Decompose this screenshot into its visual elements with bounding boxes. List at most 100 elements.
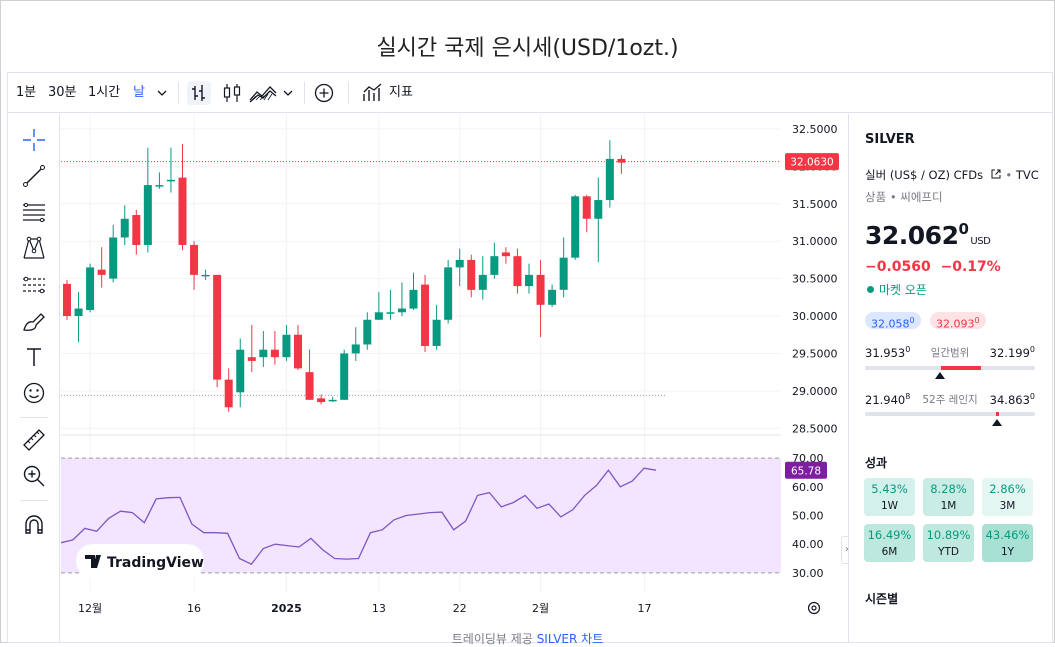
tradingview-logo-icon [85,555,101,568]
candle [109,224,118,283]
candle [536,259,545,337]
symbol-info-sidebar: SILVER 실버 (US$ / OZ) CFDs • TVC 상품 • 씨에프… [848,114,1052,642]
performance-value: 16.49% [867,528,912,542]
indicators-button[interactable]: 지표 [389,85,413,100]
performance-value: 5.43% [871,482,908,496]
interval-day[interactable]: 날 [133,85,145,100]
day-range-marker-icon [935,372,945,379]
candle [559,237,568,298]
52w-high-fraction: 0 [1029,392,1035,401]
performance-1w[interactable]: 5.43% 1W [864,478,915,516]
currency: USD [970,236,991,247]
performance-value: 2.86% [989,482,1026,496]
candle [317,394,326,405]
performance-1y[interactable]: 43.46% 1Y [982,524,1033,562]
candle [490,242,499,279]
toolbar-divider [20,417,48,418]
candle-body [351,344,360,354]
performance-value: 8.28% [930,482,967,496]
candle [74,292,83,343]
time-tick-label: 12월 [78,602,102,615]
candle-body [317,398,326,403]
candle-body [559,257,568,290]
candle-body [190,244,199,275]
performance-1m[interactable]: 8.28% 1M [923,478,974,516]
performance-3m[interactable]: 2.86% 3M [982,478,1033,516]
candle-body [120,218,129,238]
time-axis: 12월 16 2025 13 22 2월 17 [78,602,651,615]
candle [178,143,187,251]
price-tick-label: 31.0000 [792,235,838,248]
toolbar-divider [304,82,305,104]
bar-chart-type-icon[interactable] [187,81,211,105]
candle-body [132,215,141,245]
day-range-label: 일간범위 [930,347,970,359]
chevron-down-icon[interactable] [280,85,296,101]
last-price-label: 32.0630 [785,153,839,171]
candle-body [444,267,453,320]
candle [190,241,199,290]
chart-settings-icon[interactable] [807,601,821,615]
candle-body [305,372,314,400]
emoji-icon[interactable] [20,379,48,407]
page-title: 실시간 국제 은시세(USD/1ozt.) [376,36,679,61]
performance-period: 3M [999,500,1016,512]
candle-body [270,349,279,358]
tradingview-logo[interactable]: TradingView [76,544,204,578]
interval-30m[interactable]: 30분 [48,85,77,100]
horizontal-lines-icon[interactable] [20,198,48,226]
performance-ytd[interactable]: 10.89% YTD [923,524,974,562]
candle [270,330,279,365]
performance-6m[interactable]: 16.49% 6M [864,524,915,562]
candle [397,282,406,317]
indicators-icon[interactable] [361,81,385,105]
candle [328,396,337,403]
price-chart[interactable]: 32.500032.000031.500031.000030.500030.00… [61,114,839,642]
pattern-icon[interactable] [20,234,48,262]
performance-title: 성과 [865,456,888,470]
candle [155,172,164,189]
candle [97,247,106,288]
52-week-range-bar [865,412,1035,416]
brush-icon[interactable] [20,307,48,335]
candle-body [421,284,430,346]
prediction-icon[interactable] [20,271,48,299]
candle-body [467,259,476,290]
interval-1h[interactable]: 1시간 [88,85,121,100]
ruler-icon[interactable] [20,426,48,454]
external-link-icon[interactable] [990,168,1002,180]
candle [340,349,349,400]
candle-body [409,289,418,309]
area-chart-icon[interactable] [248,81,278,105]
market-open-dot-icon [867,286,874,293]
text-icon[interactable] [20,343,48,371]
day-high-fraction: 0 [1029,345,1035,354]
candle [409,272,418,311]
performance-period: 1Y [1000,546,1015,558]
symbol-name[interactable]: SILVER [865,132,915,147]
time-tick-label: 22 [453,602,467,615]
candle-body [571,196,580,258]
trend-line-icon[interactable] [20,162,48,190]
candle [259,330,268,367]
add-compare-icon[interactable] [312,81,336,105]
candle [386,289,395,320]
crosshair-icon[interactable] [20,126,48,154]
price-change: −0.0560 −0.17% [865,259,1001,275]
candle [455,248,464,287]
chevron-down-icon[interactable] [154,85,170,101]
candle-body [74,308,83,317]
rsi-value-label: 65.78 [785,461,827,479]
zoom-in-icon[interactable] [20,462,48,490]
price-tick-label: 31.5000 [792,198,838,211]
magnet-icon[interactable] [20,511,48,539]
interval-1m[interactable]: 1분 [16,85,37,100]
52w-range-marker-icon [992,419,1002,426]
footer-chart-link[interactable]: SILVER 차트 [536,632,604,646]
candle-body [617,158,626,163]
price-tick-label: 32.5000 [792,123,838,136]
candles-icon[interactable] [220,81,244,105]
performance-value: 10.89% [926,528,971,542]
candle-body [432,319,441,346]
last-price-fraction: 0 [958,220,969,238]
